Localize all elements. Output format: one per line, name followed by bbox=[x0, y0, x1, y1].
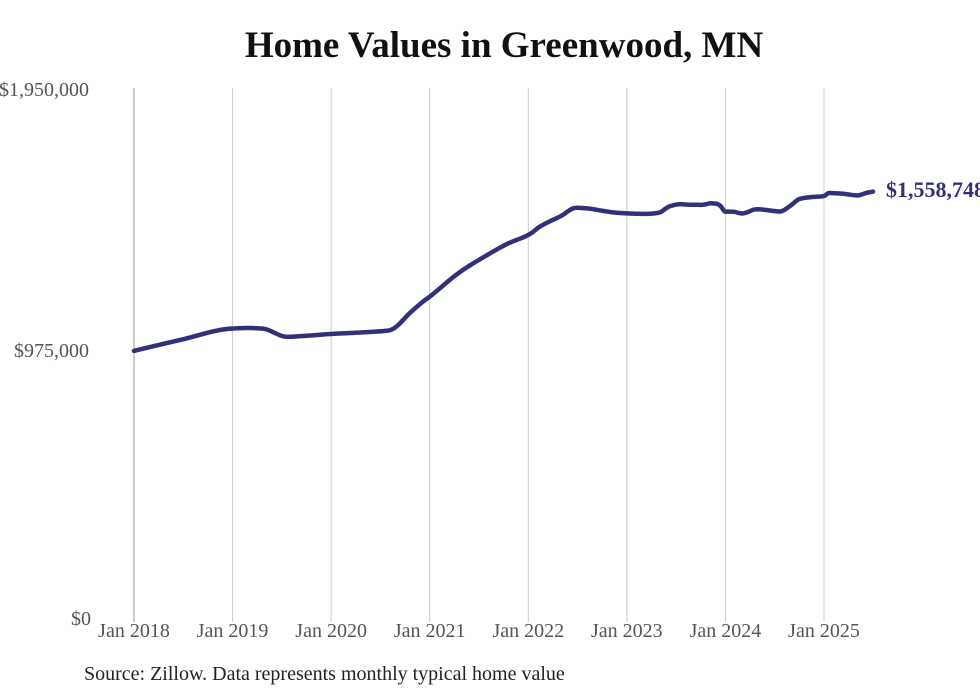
svg-text:Jan 2023: Jan 2023 bbox=[591, 620, 663, 642]
svg-text:Jan 2018: Jan 2018 bbox=[98, 620, 170, 642]
svg-text:Jan 2025: Jan 2025 bbox=[788, 620, 860, 642]
svg-text:Jan 2022: Jan 2022 bbox=[492, 620, 564, 642]
svg-text:Jan 2020: Jan 2020 bbox=[295, 620, 367, 642]
svg-text:Jan 2021: Jan 2021 bbox=[394, 620, 466, 642]
svg-text:$1,950,000: $1,950,000 bbox=[0, 79, 89, 101]
svg-text:Jan 2019: Jan 2019 bbox=[197, 620, 269, 642]
svg-text:$1,558,748: $1,558,748 bbox=[886, 177, 980, 202]
svg-text:Jan 2024: Jan 2024 bbox=[690, 620, 762, 642]
svg-text:$975,000: $975,000 bbox=[14, 340, 89, 362]
svg-text:$0: $0 bbox=[71, 608, 91, 630]
